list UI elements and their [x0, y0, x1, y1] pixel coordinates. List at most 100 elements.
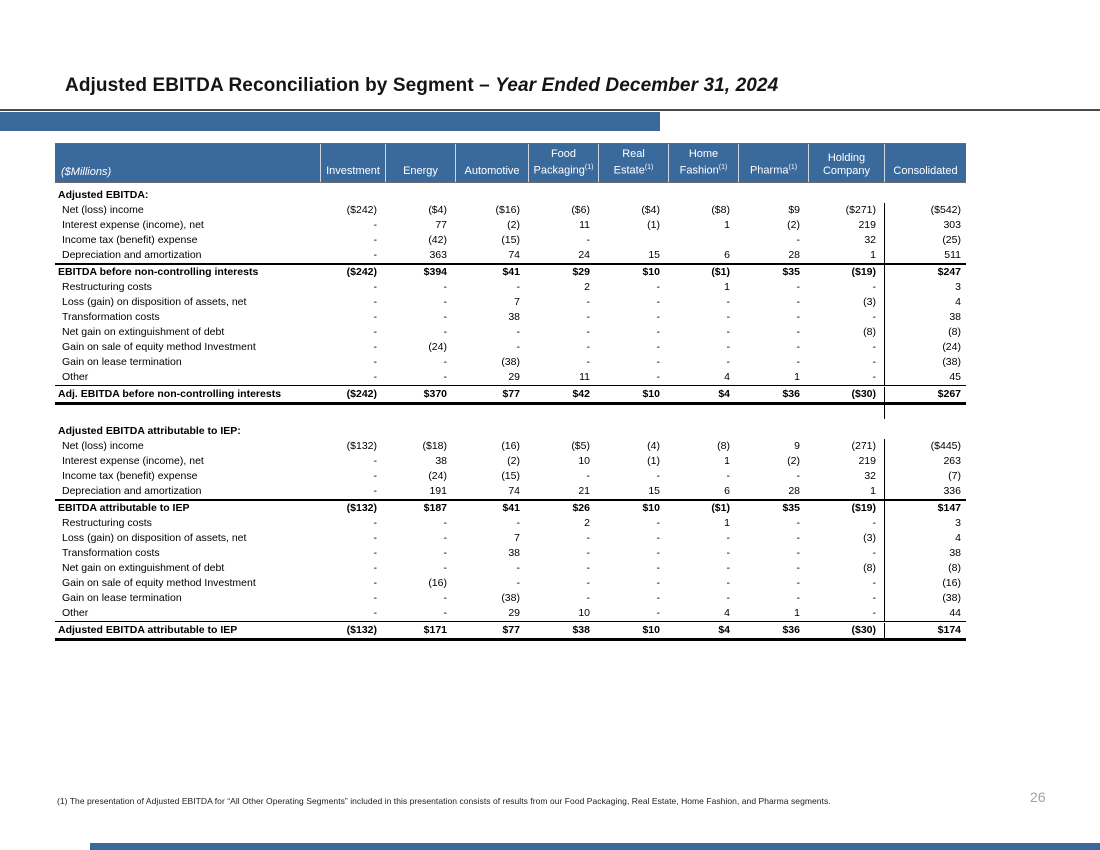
value-cell: 10 [578, 455, 590, 467]
value-cell: (2) [787, 219, 800, 231]
value-cell: 3 [884, 516, 966, 531]
value-cell: 11 [579, 371, 590, 383]
column-header-line: Fashion(1) [679, 164, 728, 177]
row-label: Income tax (benefit) expense [62, 234, 198, 246]
value-cell: ($132) [346, 440, 377, 452]
value-cell: - [796, 341, 801, 353]
value-cell: - [516, 577, 521, 589]
value-cell: ($8) [711, 204, 730, 216]
value-cell: 38 [884, 546, 966, 561]
row-label: Restructuring costs [62, 281, 152, 293]
value-cell: $35 [782, 502, 800, 514]
column-header: Holding Company [808, 144, 884, 182]
value-cell: - [373, 485, 378, 497]
row-label: Income tax (benefit) expense [62, 470, 198, 482]
row-label: Net (loss) income [62, 440, 144, 452]
value-cell: ($132) [346, 623, 377, 636]
value-cell: - [586, 470, 591, 482]
value-cell: (271) [851, 440, 876, 452]
value-cell: 191 [429, 485, 447, 497]
value-cell: (24) [428, 341, 447, 353]
value-cell: - [516, 562, 521, 574]
value-cell: (16) [428, 577, 447, 589]
footnote-marker: (1) [584, 164, 594, 172]
value-cell: $77 [502, 387, 520, 400]
value-cell: (16) [501, 440, 520, 452]
value-cell [668, 233, 738, 248]
value-cell: - [726, 341, 731, 353]
value-cell: $10 [642, 266, 660, 278]
value-cell: - [443, 547, 448, 559]
row-label: Depreciation and amortization [62, 249, 202, 261]
value-cell: $77 [502, 623, 520, 636]
value-cell: 29 [508, 371, 520, 383]
row-label: Transformation costs [62, 547, 160, 559]
value-cell: - [373, 470, 378, 482]
row-label: Net (loss) income [62, 204, 144, 216]
value-cell: 38 [884, 310, 966, 325]
value-cell: 4 [724, 607, 730, 619]
value-cell: 1 [724, 219, 730, 231]
value-cell: ($242) [346, 387, 377, 400]
value-cell: - [656, 470, 661, 482]
value-cell: - [656, 547, 661, 559]
unit-label: ($Millions) [61, 166, 112, 178]
table-row: Adjusted EBITDA attributable to IEP ($132… [55, 621, 966, 641]
value-cell: 38 [508, 311, 520, 323]
value-cell: (1) [647, 219, 660, 231]
value-cell: $171 [423, 623, 447, 636]
value-cell: - [373, 234, 378, 246]
value-cell: $147 [884, 501, 966, 516]
value-cell: 1 [870, 249, 876, 261]
value-cell: ($445) [884, 439, 966, 454]
value-cell: - [656, 326, 661, 338]
value-cell: - [516, 517, 521, 529]
column-header-line: Estate(1) [613, 164, 654, 177]
row-label: Adjusted EBITDA attributable to IEP [58, 623, 238, 636]
value-cell: - [373, 577, 378, 589]
page-number: 26 [1030, 789, 1046, 805]
column-header-line: Company [822, 165, 871, 177]
value-cell: 363 [429, 249, 447, 261]
value-cell: ($1) [711, 502, 730, 514]
value-cell: - [656, 356, 661, 368]
column-header: Energy [385, 144, 455, 182]
value-cell: - [586, 326, 591, 338]
title-divider-line [0, 109, 1100, 111]
value-cell: (24) [884, 340, 966, 355]
row-label: Gain on sale of equity method Investment [62, 577, 256, 589]
value-cell: - [373, 607, 378, 619]
value-cell: - [796, 470, 801, 482]
table-row: Transformation costs - -38- - - - -38 [55, 546, 966, 561]
value-cell: - [443, 592, 448, 604]
value-cell: ($6) [571, 204, 590, 216]
value-cell: 74 [508, 249, 520, 261]
value-cell [808, 405, 884, 419]
value-cell: ($271) [845, 204, 876, 216]
value-cell: - [586, 547, 591, 559]
column-header-line: Automotive [464, 165, 520, 177]
table-row: Net gain on extinguishment of debt - - - - - -… [55, 561, 966, 576]
value-cell: $187 [423, 502, 447, 514]
page-title: Adjusted EBITDA Reconciliation by Segmen… [65, 75, 778, 97]
table-row: Loss (gain) on disposition of assets, ne… [55, 531, 966, 546]
value-cell: 44 [884, 606, 966, 621]
value-cell: 15 [648, 485, 660, 497]
column-header: Food Packaging(1) [528, 144, 598, 182]
column-header-line: Real [622, 148, 645, 161]
value-cell: 336 [884, 484, 966, 499]
value-cell: - [726, 592, 731, 604]
value-cell: 219 [858, 455, 876, 467]
value-cell: $10 [642, 623, 660, 636]
value-cell [668, 405, 738, 419]
table-row: Adjusted EBITDA attributable to IEP: [55, 419, 966, 439]
value-cell: 32 [864, 470, 876, 482]
value-cell: $10 [642, 387, 660, 400]
value-cell: 38 [508, 547, 520, 559]
table-body: Adjusted EBITDA: Net (loss) income ($242) (… [55, 183, 966, 641]
value-cell: (4) [647, 440, 660, 452]
value-cell: - [796, 592, 801, 604]
spacer-row [55, 405, 966, 419]
column-header-line: Packaging(1) [533, 164, 594, 177]
value-cell: - [796, 517, 801, 529]
